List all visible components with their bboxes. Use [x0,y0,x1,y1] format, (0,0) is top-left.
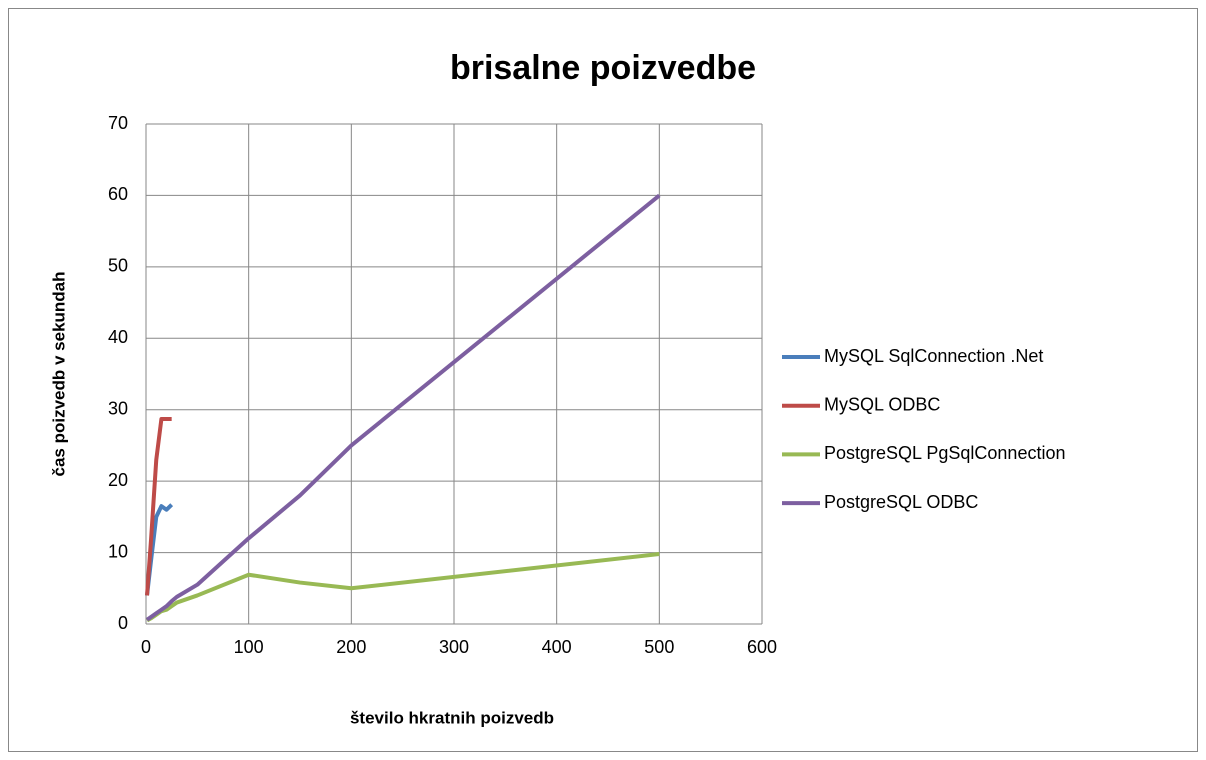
x-tick-label: 500 [644,637,674,657]
y-tick-label: 30 [108,398,128,418]
y-tick-label: 20 [108,470,128,490]
x-tick-label: 200 [336,637,366,657]
chart-title: brisalne poizvedbe [450,49,756,87]
legend-label: MySQL SqlConnection .Net [824,346,1043,366]
y-axis-label: čas poizvedb v sekundah [49,271,68,476]
x-tick-label: 400 [542,637,572,657]
legend-label: PostgreSQL PgSqlConnection [824,443,1065,463]
x-axis-label: število hkratnih poizvedb [350,708,554,727]
y-tick-label: 10 [108,541,128,561]
x-tick-label: 0 [141,637,151,657]
y-tick-label: 50 [108,256,128,276]
series-line [145,193,661,622]
legend-label: PostgreSQL ODBC [824,492,978,512]
x-tick-label: 300 [439,637,469,657]
y-tick-label: 60 [108,184,128,204]
legend-label: MySQL ODBC [824,394,940,414]
y-tick-label: 40 [108,327,128,347]
x-tick-label: 600 [747,637,777,657]
series-line [145,417,172,596]
x-tick-label: 100 [234,637,264,657]
y-tick-label: 70 [108,113,128,133]
y-tick-label: 0 [118,613,128,633]
chart-border [8,8,1198,752]
